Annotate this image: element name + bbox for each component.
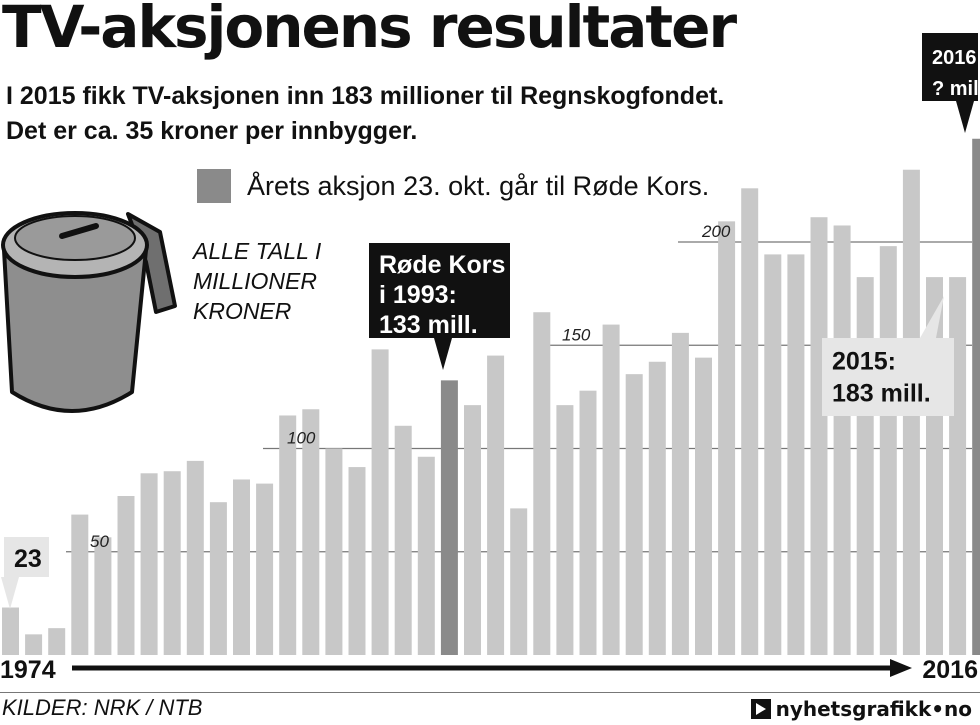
bar-1975[interactable] bbox=[25, 634, 43, 655]
bar-1987[interactable] bbox=[302, 409, 320, 655]
y-tick-label: 100 bbox=[287, 429, 316, 448]
callout-text: ? mill. bbox=[932, 78, 980, 100]
bar-2010[interactable] bbox=[833, 225, 851, 656]
bar-1976[interactable] bbox=[48, 628, 66, 655]
callout-text: 2016: bbox=[932, 47, 980, 69]
bar-2009[interactable] bbox=[810, 217, 828, 655]
bar-1989[interactable] bbox=[348, 467, 366, 655]
bar-1984[interactable] bbox=[233, 479, 250, 655]
bar-1993[interactable] bbox=[440, 380, 458, 655]
bar-1994[interactable] bbox=[464, 405, 481, 655]
legend-swatch bbox=[197, 169, 231, 203]
callout-y2016: 2016: ? mill. bbox=[922, 33, 980, 133]
chart-subtitle-line1: I 2015 fikk TV-aksjonen inn 183 millione… bbox=[6, 82, 725, 110]
bar-2004[interactable] bbox=[695, 357, 712, 655]
bar-1980[interactable] bbox=[140, 473, 158, 655]
logo-mark-icon bbox=[750, 699, 771, 719]
arrow-right-icon bbox=[890, 659, 912, 677]
bar-1983[interactable] bbox=[209, 502, 227, 655]
bar-2016[interactable] bbox=[972, 138, 980, 655]
units-note-line2: MILLIONER bbox=[193, 268, 317, 294]
bar-1977[interactable] bbox=[71, 514, 89, 655]
bar-2012[interactable] bbox=[879, 246, 897, 655]
callout-text: 23 bbox=[14, 545, 42, 573]
chart-subtitle-line2: Det er ca. 35 kroner per innbygger. bbox=[6, 117, 418, 145]
bar-1978[interactable] bbox=[94, 537, 112, 655]
bar-1979[interactable] bbox=[117, 495, 135, 655]
bar-1997[interactable] bbox=[533, 312, 551, 655]
bar-2003[interactable] bbox=[671, 332, 689, 655]
collection-box-icon bbox=[1, 211, 177, 413]
bar-2001[interactable] bbox=[625, 374, 643, 655]
callout-text: i 1993: bbox=[379, 281, 457, 309]
bar-2015[interactable] bbox=[949, 277, 967, 655]
bar-1999[interactable] bbox=[579, 390, 597, 655]
bar-1995[interactable] bbox=[487, 355, 505, 655]
y-tick-label: 150 bbox=[562, 325, 591, 344]
units-note-line3: KRONER bbox=[193, 298, 292, 324]
bar-1998[interactable] bbox=[556, 405, 574, 655]
units-note: ALLE TALL I MILLIONER KRONER bbox=[193, 236, 343, 326]
bar-1986[interactable] bbox=[279, 415, 297, 655]
y-tick-label: 200 bbox=[701, 222, 731, 241]
callout-text: Røde Kors bbox=[379, 251, 505, 279]
bar-1985[interactable] bbox=[256, 483, 274, 655]
callout-y2015: 2015: 183 mill. bbox=[822, 296, 954, 416]
bar-2005[interactable] bbox=[718, 221, 736, 655]
legend: Årets aksjon 23. okt. går til Røde Kors. bbox=[197, 169, 709, 203]
bar-1990[interactable] bbox=[371, 349, 389, 655]
logo-text: nyhetsgrafikk•no bbox=[775, 697, 972, 721]
publisher-logo[interactable]: nyhetsgrafikk•no bbox=[750, 697, 972, 721]
bar-2006[interactable] bbox=[741, 188, 759, 655]
bar-1974[interactable] bbox=[2, 607, 19, 655]
bar-2000[interactable] bbox=[602, 324, 620, 655]
y-tick-label: 50 bbox=[90, 532, 109, 551]
bar-2008[interactable] bbox=[787, 254, 805, 655]
callout-first: 23 bbox=[1, 537, 49, 609]
source-credit: KILDER: NRK / NTB bbox=[2, 695, 203, 720]
units-note-line1: ALLE TALL I bbox=[193, 238, 322, 264]
bar-1991[interactable] bbox=[394, 425, 412, 655]
bar-1988[interactable] bbox=[325, 448, 343, 656]
bar-1996[interactable] bbox=[510, 508, 528, 655]
bar-1981[interactable] bbox=[163, 471, 181, 655]
legend-label: Årets aksjon 23. okt. går til Røde Kors. bbox=[247, 170, 710, 201]
footer-divider bbox=[0, 692, 980, 693]
callout-text: 2015: bbox=[832, 348, 896, 376]
bar-1982[interactable] bbox=[186, 460, 204, 655]
callout-text: 133 mill. bbox=[379, 311, 478, 339]
bar-1992[interactable] bbox=[417, 456, 435, 655]
bar-2007[interactable] bbox=[764, 254, 782, 655]
chart-title: TV-aksjonens resultater bbox=[2, 0, 737, 61]
bar-2002[interactable] bbox=[648, 361, 666, 655]
x-axis-end-label: 2016 bbox=[922, 656, 978, 684]
callout-text: 183 mill. bbox=[832, 380, 931, 408]
bar-2011[interactable] bbox=[856, 277, 874, 655]
x-axis-start-label: 1974 bbox=[0, 656, 56, 684]
